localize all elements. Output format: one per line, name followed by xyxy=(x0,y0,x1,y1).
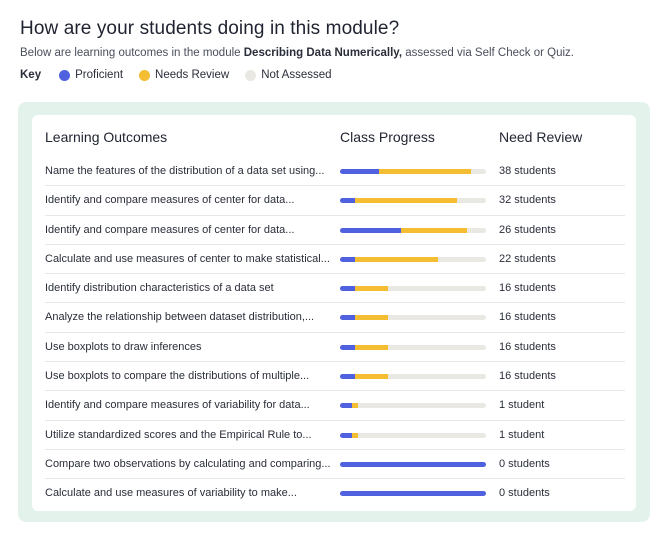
need-review-count: 0 students xyxy=(499,457,550,470)
needs-review-segment xyxy=(351,403,358,409)
outcome-name[interactable]: Name the features of the distribution of… xyxy=(45,165,325,177)
outcomes-card: Learning Outcomes Class Progress Need Re… xyxy=(32,115,636,511)
needs-review-segment xyxy=(354,344,389,350)
need-review-count: 22 students xyxy=(499,252,556,265)
class-progress-bar xyxy=(340,491,486,497)
subtitle-prefix: Below are learning outcomes in the modul… xyxy=(20,47,244,59)
table-row[interactable]: Name the features of the distribution of… xyxy=(45,157,625,187)
table-row[interactable]: Analyze the relationship between dataset… xyxy=(45,303,625,333)
outcome-name[interactable]: Utilize standardized scores and the Empi… xyxy=(45,428,312,441)
table-row[interactable]: Utilize standardized scores and the Empi… xyxy=(45,421,625,450)
proficient-dot-icon xyxy=(59,69,71,81)
outcome-name[interactable]: Analyze the relationship between dataset… xyxy=(45,311,315,324)
not-assessed-dot-icon xyxy=(245,69,257,81)
proficient-segment xyxy=(340,491,486,497)
proficient-segment xyxy=(340,286,355,292)
table-row[interactable]: Compare two observations by calculating … xyxy=(45,450,625,480)
key-item-needs-review: Needs Review xyxy=(139,69,229,81)
needs-review-segment xyxy=(354,315,389,321)
need-review-count: 32 students xyxy=(499,194,556,207)
key-item-label: Proficient xyxy=(75,69,124,81)
needs-review-segment xyxy=(354,198,457,204)
proficient-segment xyxy=(340,169,380,174)
need-review-count: 26 students xyxy=(499,223,556,236)
outcomes-panel: Learning Outcomes Class Progress Need Re… xyxy=(18,102,650,522)
need-review-count: 16 students xyxy=(499,311,556,324)
key-label: Key xyxy=(20,69,42,81)
module-name: Describing Data Numerically, xyxy=(243,47,403,59)
key-item-proficient: Proficient xyxy=(59,69,123,81)
page-title: How are your students doing in this modu… xyxy=(20,18,400,39)
need-review-count: 0 students xyxy=(499,487,550,500)
table-row[interactable]: Calculate and use measures of center to … xyxy=(45,245,625,275)
outcome-name[interactable]: Use boxplots to draw inferences xyxy=(45,340,202,353)
outcome-name[interactable]: Identify distribution characteristics of… xyxy=(45,282,274,295)
table-row[interactable]: Use boxplots to draw inferences 16 studen… xyxy=(45,333,625,363)
key-item-label: Not Assessed xyxy=(261,69,332,81)
needs-review-segment xyxy=(379,169,472,174)
table-row[interactable]: Identify and compare measures of center … xyxy=(45,186,625,216)
outcome-name[interactable]: Identify and compare measures of center … xyxy=(45,194,295,207)
needs-review-segment xyxy=(401,227,467,233)
outcome-name[interactable]: Use boxplots to compare the distribution… xyxy=(45,370,310,383)
proficient-segment xyxy=(340,315,355,321)
need-review-count: 1 student xyxy=(499,399,545,412)
page-subtitle: Below are learning outcomes in the modul… xyxy=(20,47,574,59)
class-progress-bar xyxy=(340,374,486,380)
class-progress-bar xyxy=(340,432,486,438)
outcome-name[interactable]: Identify and compare measures of center … xyxy=(45,223,295,236)
class-progress-bar xyxy=(340,198,486,204)
outcome-name[interactable]: Calculate and use measures of center to … xyxy=(45,252,330,265)
table-row[interactable]: Identify and compare measures of variabi… xyxy=(45,391,625,421)
class-progress-bar xyxy=(340,286,486,292)
need-review-count: 16 students xyxy=(499,282,556,295)
needs-review-segment xyxy=(354,286,389,292)
legend-key: Key Proficient Needs Review Not Assessed xyxy=(20,69,348,81)
class-progress-bar xyxy=(340,315,486,321)
needs-review-segment xyxy=(354,374,389,380)
needs-review-segment xyxy=(351,432,358,438)
proficient-segment xyxy=(340,403,352,409)
proficient-segment xyxy=(340,227,402,233)
outcome-name[interactable]: Identify and compare measures of variabi… xyxy=(45,399,310,412)
table-row[interactable]: Use boxplots to compare the distribution… xyxy=(45,362,625,392)
key-item-not-assessed: Not Assessed xyxy=(245,69,332,81)
need-review-count: 16 students xyxy=(499,370,556,383)
table-row[interactable]: Identify distribution characteristics of… xyxy=(45,274,625,304)
subtitle-suffix: assessed via Self Check or Quiz. xyxy=(402,47,574,59)
proficient-segment xyxy=(340,198,355,204)
proficient-segment xyxy=(340,374,355,380)
outcome-name[interactable]: Compare two observations by calculating … xyxy=(45,457,330,470)
proficient-segment xyxy=(340,344,355,350)
outcome-name[interactable]: Calculate and use measures of variabilit… xyxy=(45,487,297,500)
table-row[interactable]: Calculate and use measures of variabilit… xyxy=(45,479,625,507)
column-header-progress: Class Progress xyxy=(340,129,435,145)
proficient-segment xyxy=(340,432,352,438)
table-row[interactable]: Identify and compare measures of center … xyxy=(45,216,625,245)
class-progress-bar xyxy=(340,461,486,467)
need-review-count: 38 students xyxy=(499,165,556,177)
needs-review-dot-icon xyxy=(139,69,151,81)
key-item-label: Needs Review xyxy=(155,69,230,81)
needs-review-segment xyxy=(354,256,438,262)
need-review-count: 16 students xyxy=(499,340,556,353)
class-progress-bar xyxy=(340,227,486,233)
class-progress-bar xyxy=(340,169,486,174)
need-review-count: 1 student xyxy=(499,428,545,441)
outcomes-list: Name the features of the distribution of… xyxy=(45,157,625,508)
column-header-outcomes: Learning Outcomes xyxy=(45,129,168,145)
proficient-segment xyxy=(340,461,486,467)
class-progress-bar xyxy=(340,256,486,262)
class-progress-bar xyxy=(340,344,486,350)
class-progress-bar xyxy=(340,403,486,409)
proficient-segment xyxy=(340,256,355,262)
column-header-review: Need Review xyxy=(499,129,583,145)
